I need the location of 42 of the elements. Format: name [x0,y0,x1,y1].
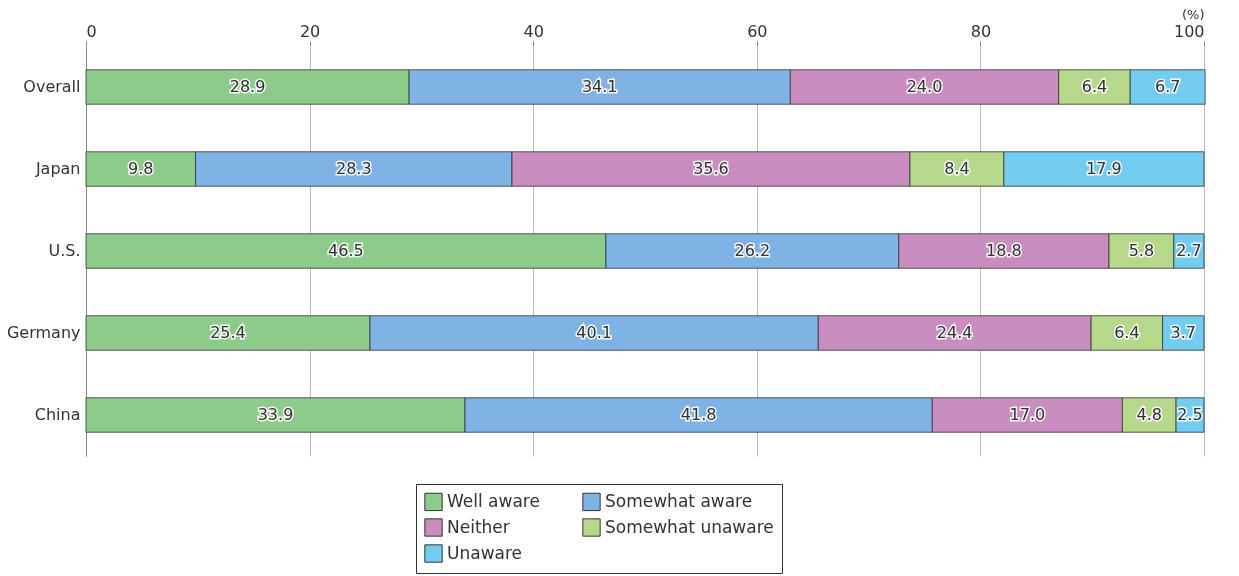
data-label: 24.0 [906,77,943,96]
legend-label: Unaware [447,542,523,563]
x-tick-label: 0 [86,21,97,41]
data-label: 33.9 [257,405,294,424]
legend-label: Neither [447,516,510,537]
x-tick-label: 60 [747,21,768,41]
data-label: 46.5 [328,241,364,260]
legend-label: Somewhat aware [605,490,753,511]
x-tick-label: 80 [970,21,992,41]
data-label: 41.8 [680,405,717,424]
data-label: 40.1 [576,323,612,342]
data-label: 2.5 [1177,405,1203,424]
y-tick-label: China [34,405,81,424]
legend-label: Well aware [447,490,540,511]
data-label: 2.7 [1176,241,1202,260]
data-label: 5.8 [1128,241,1155,260]
data-label: 4.8 [1136,405,1162,424]
x-tick-label: 100 [1173,21,1205,41]
legend-label: Somewhat unaware [605,516,774,537]
y-tick-label: Japan [34,159,81,178]
data-label: 24.4 [936,323,973,342]
data-label: 34.1 [581,77,618,96]
data-label: 6.4 [1114,323,1140,342]
data-label: 17.0 [1009,405,1046,424]
x-tick-label: 20 [299,21,321,41]
data-label: 28.9 [229,77,266,96]
data-label: 35.6 [693,159,729,178]
data-label: 6.7 [1154,77,1181,96]
x-axis-title: (%) [1182,6,1205,22]
data-label: 8.4 [944,159,970,178]
y-tick-label: U.S. [48,241,81,260]
data-label: 17.9 [1086,159,1122,178]
data-label: 6.4 [1081,77,1108,96]
data-label: 28.3 [335,159,372,178]
y-tick-label: Overall [23,77,81,96]
data-label: 3.7 [1170,323,1197,342]
x-tick-label: 40 [523,21,544,41]
data-label: 25.4 [210,323,246,342]
data-label: 26.2 [734,241,771,260]
y-tick-label: Germany [6,323,81,342]
data-label: 18.8 [986,241,1022,260]
data-label: 9.8 [128,159,154,178]
